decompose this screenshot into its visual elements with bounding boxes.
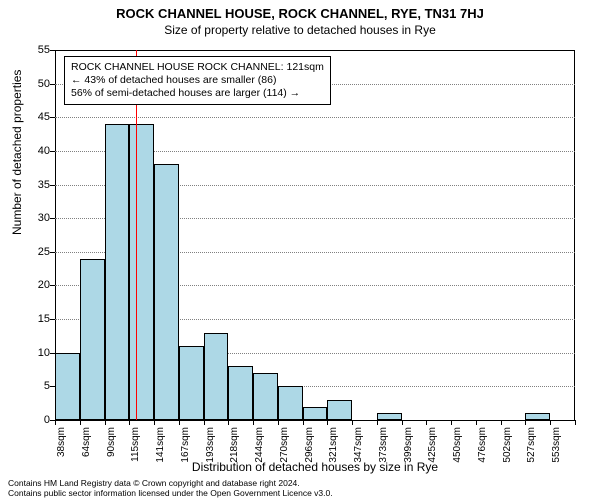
- x-tick: [105, 420, 106, 425]
- bar: [228, 366, 253, 420]
- x-tick: [129, 420, 130, 425]
- property-marker-line: [136, 50, 137, 420]
- bar: [154, 164, 179, 420]
- bar: [105, 124, 130, 420]
- y-tick: [50, 386, 55, 387]
- y-tick: [50, 319, 55, 320]
- x-tick: [352, 420, 353, 425]
- annotation-line1: ROCK CHANNEL HOUSE ROCK CHANNEL: 121sqm: [71, 61, 324, 74]
- x-tick: [80, 420, 81, 425]
- y-tick: [50, 84, 55, 85]
- bar: [179, 346, 204, 420]
- bar: [55, 353, 80, 420]
- annotation-box: ROCK CHANNEL HOUSE ROCK CHANNEL: 121sqm …: [64, 56, 331, 105]
- y-tick: [50, 353, 55, 354]
- y-tick: [50, 285, 55, 286]
- y-tick: [50, 50, 55, 51]
- x-tick: [402, 420, 403, 425]
- y-tick: [50, 252, 55, 253]
- x-tick: [253, 420, 254, 425]
- bar: [525, 413, 550, 420]
- y-tick-label: 5: [10, 380, 50, 392]
- bar: [377, 413, 402, 420]
- bar: [278, 386, 303, 420]
- annotation-line2: ← 43% of detached houses are smaller (86…: [71, 74, 324, 87]
- y-tick: [50, 218, 55, 219]
- y-tick-label: 20: [10, 279, 50, 291]
- y-tick-label: 0: [10, 414, 50, 426]
- y-tick: [50, 151, 55, 152]
- x-axis-label: Distribution of detached houses by size …: [55, 460, 575, 474]
- x-tick: [501, 420, 502, 425]
- chart-container: ROCK CHANNEL HOUSE, ROCK CHANNEL, RYE, T…: [0, 0, 600, 500]
- bar: [80, 259, 105, 420]
- x-tick: [204, 420, 205, 425]
- footer-attribution: Contains HM Land Registry data © Crown c…: [8, 479, 333, 498]
- x-tick: [55, 420, 56, 425]
- y-tick-label: 15: [10, 313, 50, 325]
- footer-line2: Contains public sector information licen…: [8, 489, 333, 498]
- y-tick-label: 55: [10, 44, 50, 56]
- x-tick: [525, 420, 526, 425]
- x-tick: [575, 420, 576, 425]
- y-tick: [50, 185, 55, 186]
- bar: [327, 400, 352, 420]
- x-tick: [327, 420, 328, 425]
- x-tick: [154, 420, 155, 425]
- y-tick-label: 10: [10, 347, 50, 359]
- annotation-line3: 56% of semi-detached houses are larger (…: [71, 87, 324, 100]
- bar: [303, 407, 328, 420]
- x-tick: [377, 420, 378, 425]
- x-tick: [303, 420, 304, 425]
- y-tick: [50, 117, 55, 118]
- x-tick: [228, 420, 229, 425]
- x-tick: [550, 420, 551, 425]
- y-axis-label: Number of detached properties: [10, 70, 24, 235]
- x-axis: [55, 420, 575, 421]
- y-tick-label: 25: [10, 246, 50, 258]
- x-tick: [476, 420, 477, 425]
- bar: [204, 333, 229, 420]
- x-tick: [451, 420, 452, 425]
- x-tick: [179, 420, 180, 425]
- x-tick: [426, 420, 427, 425]
- chart-subtitle: Size of property relative to detached ho…: [0, 21, 600, 37]
- chart-title: ROCK CHANNEL HOUSE, ROCK CHANNEL, RYE, T…: [0, 0, 600, 21]
- x-tick: [278, 420, 279, 425]
- bar: [253, 373, 278, 420]
- gridline: [55, 117, 575, 119]
- bar: [129, 124, 154, 420]
